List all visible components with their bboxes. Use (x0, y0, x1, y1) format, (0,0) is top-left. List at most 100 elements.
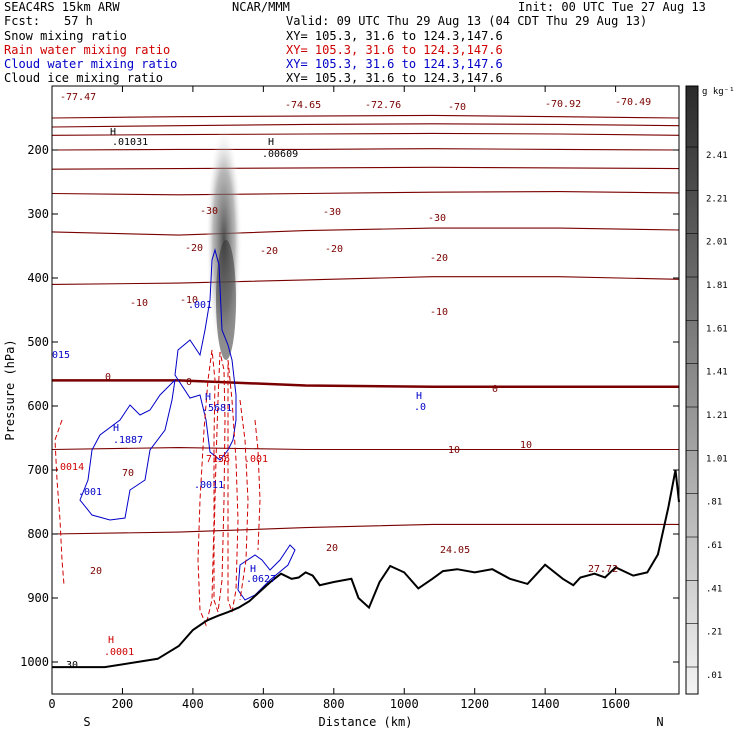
y-tick-label: 900 (27, 591, 49, 605)
terrain-profile (52, 469, 680, 669)
temperature-contours (52, 114, 679, 535)
contour-label: -74.65 (285, 100, 321, 111)
field-xy-rain: XY= 105.3, 31.6 to 124.3,147.6 (286, 43, 503, 57)
contour-label: 0 (492, 384, 498, 395)
y-tick-label: 1000 (20, 655, 49, 669)
forecast-value: 57 h (64, 14, 93, 28)
colorbar-label: .21 (706, 628, 722, 638)
contour-label: H (110, 127, 116, 138)
colorbar-labels: g kg⁻¹ 2.41 2.21 2.01 1.81 1.61 1.41 1.21 1.01 .8… (686, 87, 735, 681)
contour-label: .1887 (113, 435, 143, 446)
colorbar-label: 1.61 (706, 324, 728, 334)
contour-label: .0 (414, 402, 426, 413)
isotherm-line (52, 227, 679, 236)
isotherm-line (52, 447, 679, 451)
contour-label: -10 (180, 295, 198, 306)
isotherm-line (52, 379, 679, 389)
x-tick-label: 1200 (460, 697, 489, 711)
colorbar-label: 1.21 (706, 411, 728, 421)
x-tick-label: 1000 (390, 697, 419, 711)
y-tick-label: 600 (27, 399, 49, 413)
isotherm-line (52, 148, 679, 151)
contour-label: .001 (244, 454, 268, 465)
contour-label: -70 (448, 102, 466, 113)
y-tick-label: 700 (27, 463, 49, 477)
rain-water-contours (54, 349, 261, 627)
contour-label: .00609 (262, 149, 298, 160)
contour-label: -70.49 (615, 97, 651, 108)
contour-label: .0627 (246, 574, 276, 585)
field-xy-cloud-water: XY= 105.3, 31.6 to 124.3,147.6 (286, 57, 503, 71)
contour-label: 20 (326, 543, 338, 554)
contour-label: -20 (325, 244, 343, 255)
cloud-water-contour (174, 248, 237, 461)
cloud-water-contour (79, 378, 176, 521)
field-name-cloud-ice: Cloud ice mixing ratio (4, 71, 163, 85)
y-axis-title: Pressure (hPa) (3, 339, 17, 440)
x-axis-title: Distance (km) (319, 715, 413, 729)
cloud-ice-plume-core (216, 240, 236, 360)
x-tick-label: 800 (323, 697, 345, 711)
y-tick-label: 800 (27, 527, 49, 541)
field-name-snow: Snow mixing ratio (4, 29, 127, 43)
contour-label: -20 (430, 253, 448, 264)
init-time: Init: 00 UTC Tue 27 Aug 13 (518, 0, 706, 14)
isotherm-line (52, 123, 679, 128)
colorbar-label: 1.41 (706, 368, 728, 378)
model-title: SEAC4RS 15km ARW (4, 0, 120, 14)
contour-label: -77.47 (60, 92, 96, 103)
field-name-cloud-water: Cloud water mixing ratio (4, 57, 178, 71)
contour-label: 10 (448, 445, 460, 456)
y-tick-label: 500 (27, 335, 49, 349)
contour-label: .01031 (112, 137, 148, 148)
contour-label: H (416, 391, 422, 402)
colorbar-label: 1.81 (706, 281, 728, 291)
contour-label: 70 (122, 468, 134, 479)
cloud-water-contour (237, 544, 296, 601)
contour-label: -20 (260, 246, 278, 257)
x-tick-label: 400 (182, 697, 204, 711)
y-tick-label: 400 (27, 271, 49, 285)
contour-label: -72.76 (365, 100, 401, 111)
x-tick-label: 0 (48, 697, 55, 711)
contour-label: -30 (200, 206, 218, 217)
colorbar-label: .81 (706, 498, 722, 508)
y-tick-label: 200 (27, 143, 49, 157)
contour-label: H (250, 564, 256, 575)
contour-label: -30 (323, 207, 341, 218)
contour-label: -30 (428, 213, 446, 224)
contour-label: 10 (520, 440, 532, 451)
north-end-label: N (656, 715, 663, 729)
contour-label: 20 (90, 566, 102, 577)
y-tick-label: 300 (27, 207, 49, 221)
colorbar-label: 2.21 (706, 194, 728, 204)
colorbar-label: .61 (706, 541, 722, 551)
colorbar-label: 2.41 (706, 151, 728, 161)
x-tick-label: 1600 (601, 697, 630, 711)
isotherm-line (52, 276, 679, 285)
contour-label: -70.92 (545, 99, 581, 110)
contour-label: H (108, 635, 114, 646)
x-tick-label: 1400 (531, 697, 560, 711)
isotherm-line (52, 166, 679, 170)
colorbar (685, 85, 699, 695)
contour-label: H (205, 392, 211, 403)
isotherm-line (52, 191, 679, 196)
org-label: NCAR/MMM (232, 0, 290, 14)
plot-frame (51, 85, 680, 695)
axes: 0 200 400 600 800 1000 1200 1400 160020030040050… (3, 86, 679, 729)
contour-label: -10 (130, 298, 148, 309)
colorbar-label: .41 (706, 584, 722, 594)
contour-label: -10 (430, 307, 448, 318)
colorbar-unit: g kg⁻¹ (702, 87, 735, 97)
valid-time: Valid: 09 UTC Thu 29 Aug 13 (04 CDT Thu … (286, 14, 648, 28)
contour-label: 0 (186, 377, 192, 388)
colorbar-label: .01 (706, 671, 722, 681)
colorbar-label: 1.01 (706, 454, 728, 464)
contour-label: 7156 (206, 454, 230, 465)
isotherm-line (52, 523, 679, 535)
contour-label: .001 (188, 300, 212, 311)
contour-label: -20 (185, 243, 203, 254)
contour-label: 30 (66, 660, 78, 671)
